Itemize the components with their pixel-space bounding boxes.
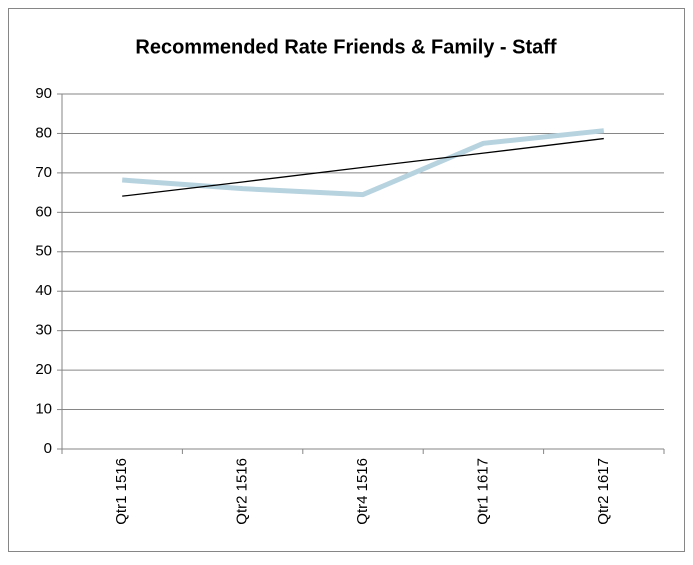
y-tick-label: 10: [35, 401, 52, 418]
y-tick-label: 50: [35, 243, 52, 260]
y-tick-label: 80: [35, 124, 52, 141]
x-tick-label: Qtr1 1516: [113, 458, 130, 525]
y-tick-label: 30: [35, 322, 52, 339]
x-tick-label: Qtr1 1617: [474, 458, 491, 525]
series-line: [122, 128, 605, 198]
y-tick-label: 40: [35, 282, 52, 299]
y-tick-label: 60: [35, 203, 52, 220]
trend-line: [122, 137, 604, 197]
y-tick-label: 0: [44, 440, 52, 457]
chart-border: [8, 8, 685, 552]
x-tick-label: Qtr4 1516: [354, 458, 371, 525]
y-tick-label: 20: [35, 361, 52, 378]
y-tick-label: 90: [35, 85, 52, 102]
x-tick-label: Qtr2 1617: [595, 458, 612, 525]
x-tick-label: Qtr2 1516: [234, 458, 251, 525]
y-tick-label: 70: [35, 164, 52, 181]
chart-title: Recommended Rate Friends & Family - Staf…: [135, 36, 557, 58]
